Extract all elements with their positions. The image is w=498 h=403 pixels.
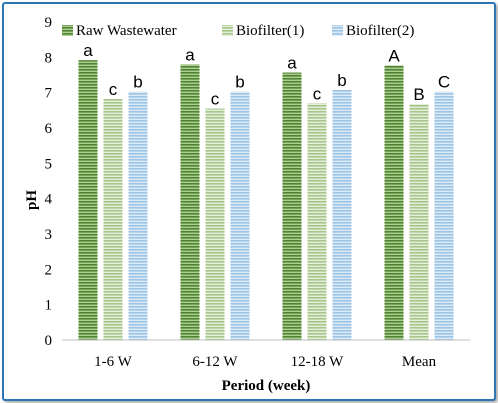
significance-letter: a [83, 41, 93, 60]
y-axis-title: pH [24, 190, 40, 210]
y-tick-label: 9 [45, 15, 53, 31]
legend-item: Raw Wastewater [62, 23, 177, 39]
y-tick-label: 5 [45, 156, 53, 172]
bar [78, 60, 98, 340]
significance-letter: c [211, 90, 220, 109]
y-tick-label: 6 [45, 121, 53, 137]
significance-letter: A [388, 46, 400, 65]
x-tick-label: 12-18 W [291, 354, 344, 370]
bar [103, 99, 123, 340]
bar [205, 108, 225, 340]
y-tick-label: 0 [45, 333, 53, 349]
bar [434, 91, 454, 341]
significance-letter: B [413, 85, 424, 104]
significance-letter: b [337, 71, 346, 90]
legend-item: Biofilter(1) [222, 23, 304, 39]
bar [384, 65, 404, 341]
bars [78, 60, 454, 341]
significance-letter: C [438, 73, 450, 92]
bar [409, 103, 429, 341]
x-tick-label: 6-12 W [192, 354, 238, 370]
y-tick-label: 3 [45, 227, 53, 243]
y-tick-label: 1 [45, 298, 53, 314]
bar [282, 72, 302, 340]
x-tick-label: Mean [402, 354, 437, 370]
y-tick-label: 4 [45, 192, 53, 208]
y-tick-label: 8 [45, 50, 53, 66]
significance-letter: c [109, 80, 118, 99]
x-axis-title: Period (week) [222, 378, 311, 394]
y-tick-label: 7 [45, 86, 53, 102]
bar [307, 103, 327, 341]
legend: Raw Wastewater Biofilter(1) Biofilter(2) [62, 23, 414, 39]
significance-letter: a [287, 54, 297, 73]
y-axis-ticks: 0 1 2 3 4 5 6 7 8 9 [45, 15, 53, 349]
legend-label: Biofilter(2) [346, 23, 414, 39]
bar [230, 91, 250, 341]
legend-item: Biofilter(2) [332, 23, 414, 39]
significance-letter: b [235, 73, 244, 92]
legend-swatch [222, 25, 233, 36]
y-tick-label: 2 [45, 262, 53, 278]
bar [128, 91, 148, 341]
legend-swatch [62, 25, 73, 36]
bar [180, 64, 200, 341]
x-tick-label: 1-6 W [94, 354, 132, 370]
significance-letter: b [133, 73, 142, 92]
legend-label: Raw Wastewater [76, 23, 177, 39]
significance-letter: a [185, 45, 195, 64]
significance-letter: c [313, 84, 322, 103]
bar [332, 89, 352, 340]
x-axis-ticks: 1-6 W 6-12 W 12-18 W Mean [94, 354, 436, 370]
legend-label: Biofilter(1) [236, 23, 304, 39]
legend-swatch [332, 25, 343, 36]
